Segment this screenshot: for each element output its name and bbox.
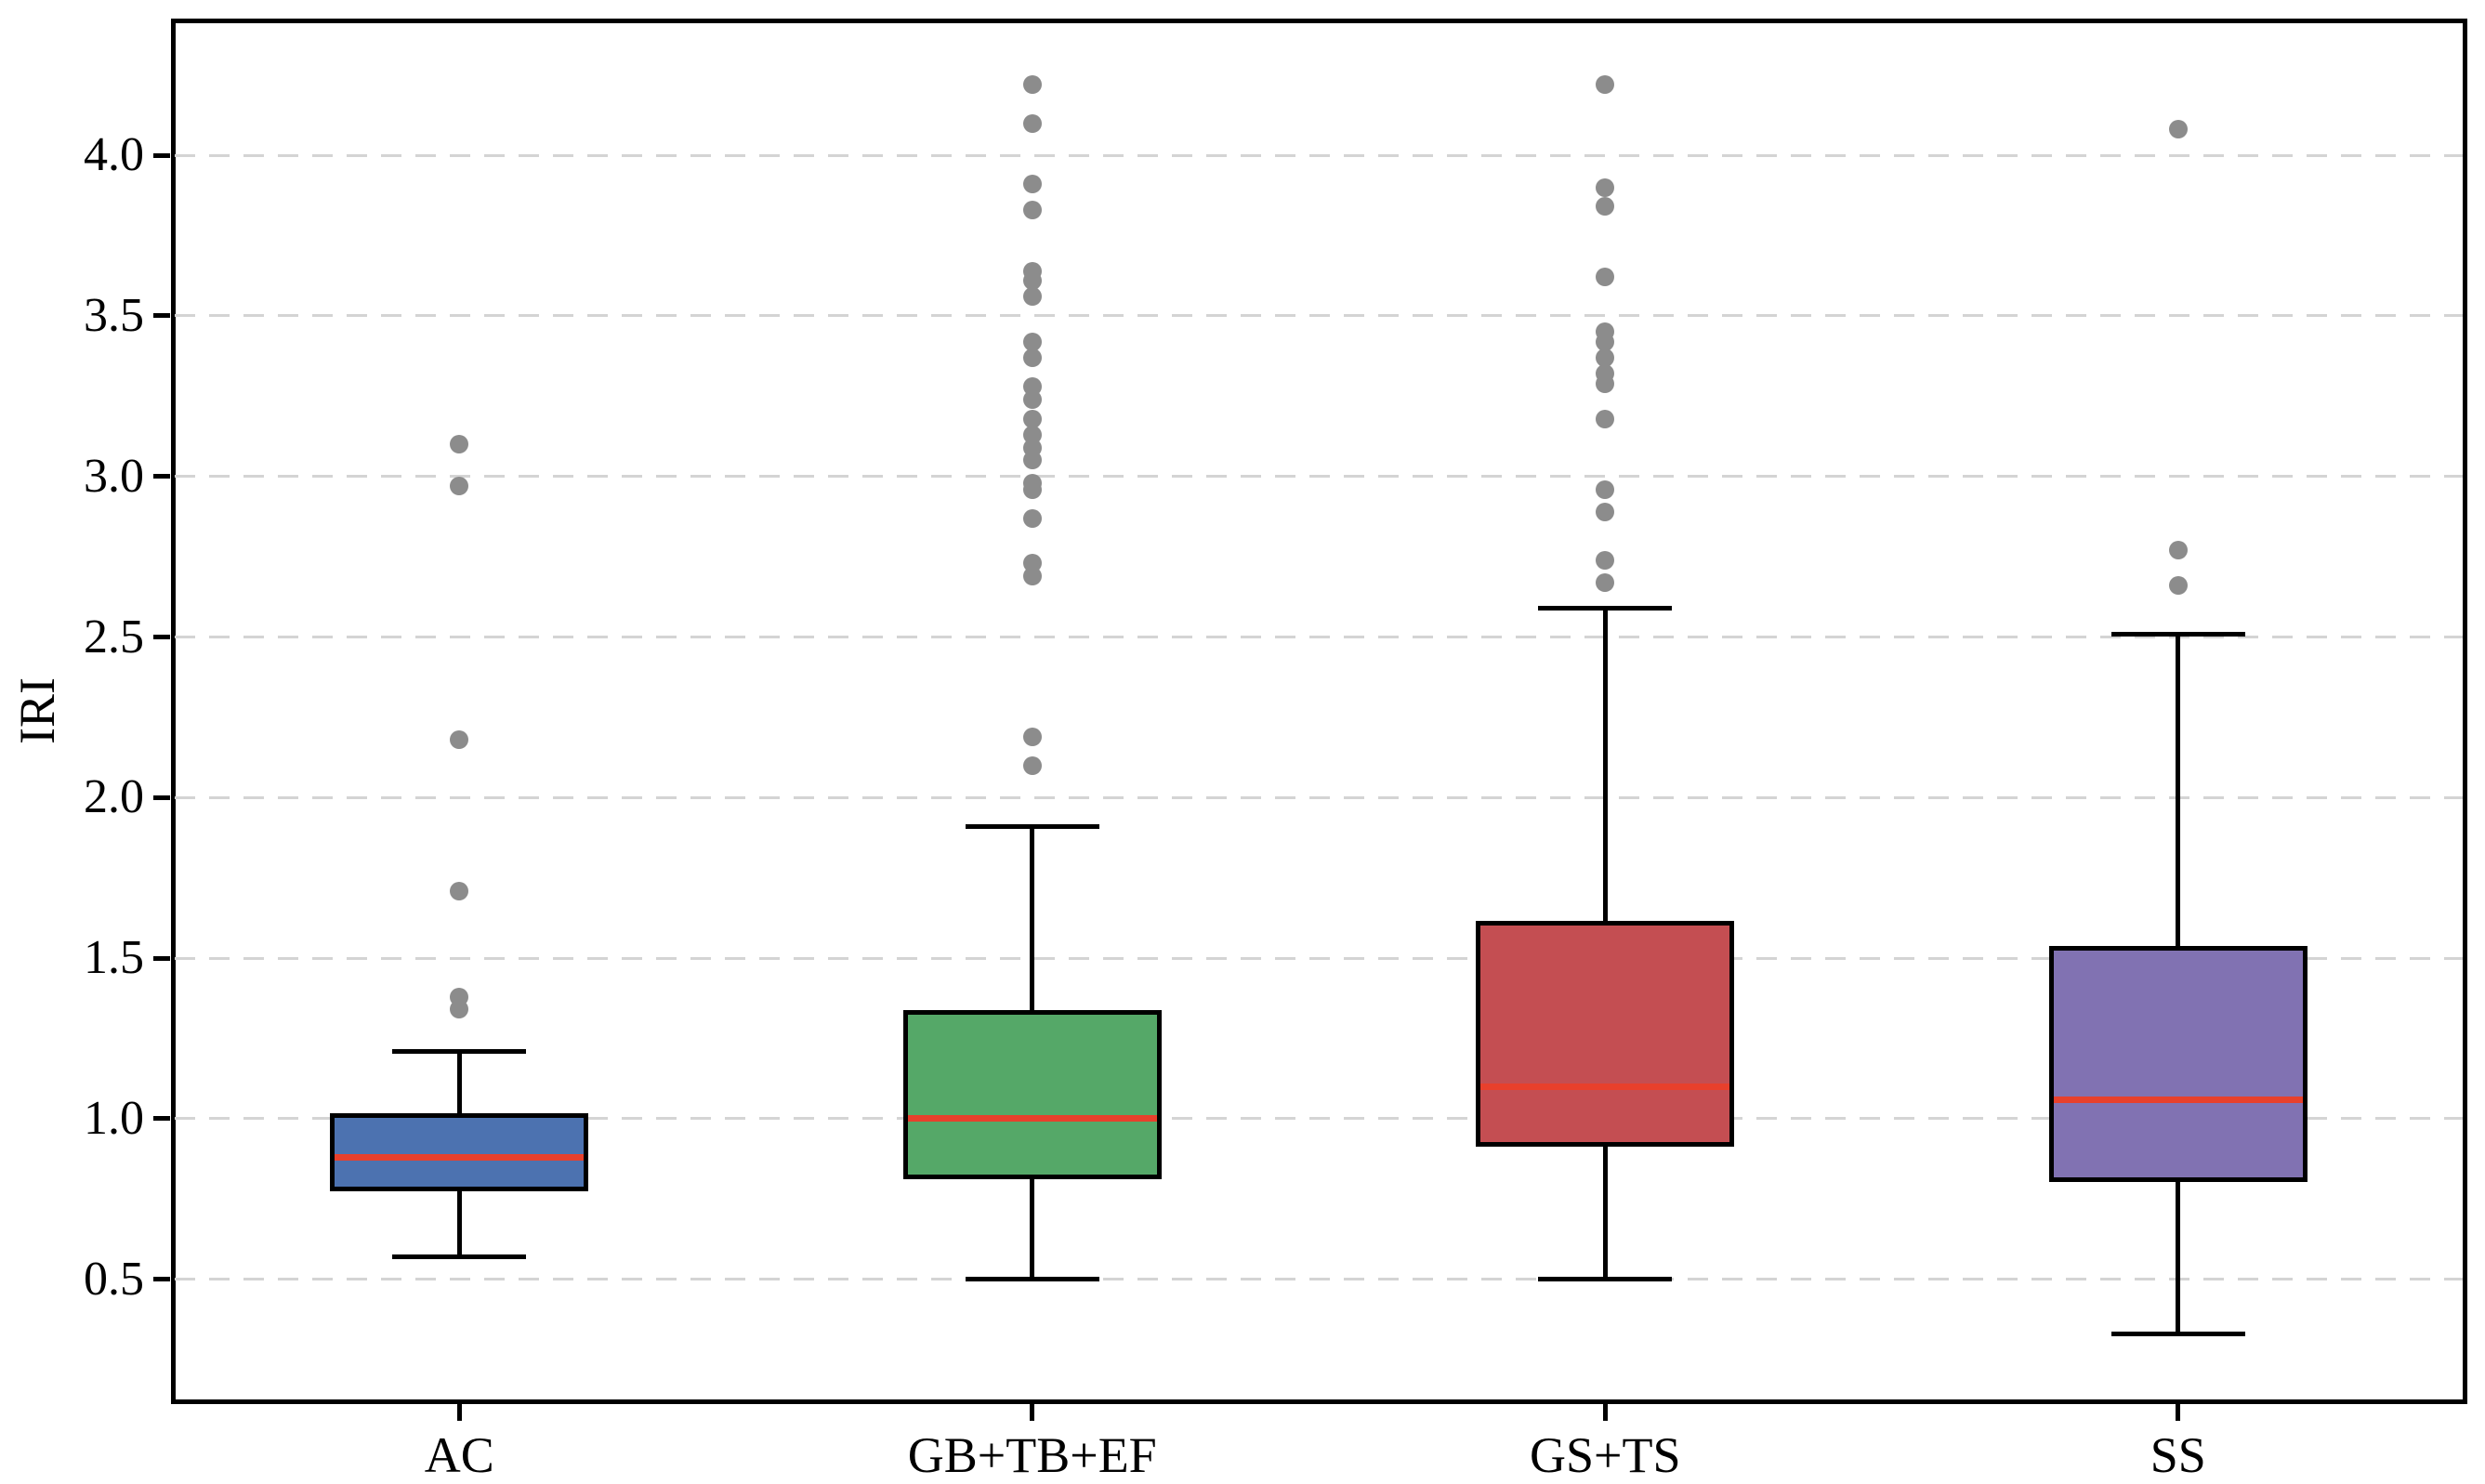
y-tick-label: 3.0 <box>84 449 144 503</box>
outlier-dot <box>1022 409 1042 428</box>
outlier-dot <box>1596 197 1615 217</box>
outlier-dot <box>1596 268 1615 287</box>
gridline <box>175 795 2463 799</box>
outlier-dot <box>1022 755 1042 775</box>
whisker-cap-bottom <box>392 1254 527 1259</box>
y-tick <box>153 795 170 800</box>
x-tick <box>2176 1403 2181 1421</box>
outlier-dot <box>450 477 469 496</box>
whisker-cap-top <box>392 1048 527 1054</box>
y-tick <box>153 152 170 158</box>
median-line <box>907 1115 1157 1123</box>
outlier-dot <box>1596 502 1615 521</box>
gridline <box>175 636 2463 639</box>
outlier-dot <box>1596 572 1615 592</box>
outlier-dot <box>1022 554 1042 573</box>
outlier-dot <box>1596 479 1615 499</box>
gridline <box>175 153 2463 157</box>
box <box>1476 920 1735 1148</box>
x-tick <box>456 1403 462 1421</box>
outlier-dot <box>1022 473 1042 492</box>
outlier-dot <box>450 987 469 1006</box>
whisker-cap-top <box>965 823 1099 829</box>
y-tick <box>153 635 170 640</box>
x-tick <box>1602 1403 1608 1421</box>
box <box>902 1010 1162 1179</box>
outlier-dot <box>1596 348 1615 367</box>
median-line <box>2053 1096 2303 1103</box>
outlier-dot <box>1022 376 1042 396</box>
y-tick <box>153 474 170 479</box>
outlier-dot <box>2168 576 2188 596</box>
outlier-dot <box>1022 200 1042 219</box>
y-tick-label: 1.0 <box>84 1091 144 1145</box>
y-tick-label: 2.5 <box>84 610 144 663</box>
median-line <box>1480 1083 1730 1090</box>
gridline <box>175 1278 2463 1281</box>
outlier-dot <box>1596 409 1615 428</box>
outlier-dot <box>1022 425 1042 444</box>
whisker-cap-top <box>2110 631 2245 637</box>
y-tick <box>153 955 170 961</box>
gridline <box>175 1117 2463 1121</box>
outlier-dot <box>1022 348 1042 367</box>
outlier-dot <box>1596 364 1615 384</box>
y-tick <box>153 1116 170 1122</box>
y-tick-label: 2.0 <box>84 770 144 824</box>
plot-area-frame <box>170 18 2467 1404</box>
outlier-dot <box>1022 287 1042 307</box>
y-tick-label: 3.5 <box>84 288 144 342</box>
y-tick <box>153 1277 170 1282</box>
outlier-dot <box>1022 508 1042 528</box>
outlier-dot <box>1596 177 1615 197</box>
gridline <box>175 314 2463 318</box>
whisker-cap-bottom <box>965 1277 1099 1282</box>
outlier-dot <box>1596 322 1615 342</box>
outlier-dot <box>450 881 469 900</box>
whisker-cap-bottom <box>2110 1331 2245 1336</box>
x-tick <box>1030 1403 1035 1421</box>
outlier-dot <box>1022 332 1042 351</box>
box <box>330 1112 589 1192</box>
outlier-dot <box>1022 113 1042 133</box>
y-tick <box>153 313 170 319</box>
x-tick-label: AC <box>424 1427 494 1483</box>
x-tick-label: GS+TS <box>1529 1427 1681 1483</box>
y-tick-label: 1.5 <box>84 931 144 985</box>
outlier-dot <box>450 435 469 454</box>
box <box>2048 946 2308 1183</box>
outlier-dot <box>450 730 469 750</box>
y-tick-label: 0.5 <box>84 1252 144 1306</box>
outlier-dot <box>1022 261 1042 281</box>
outlier-dot <box>1022 75 1042 95</box>
outlier-dot <box>1022 175 1042 194</box>
outlier-dot <box>1596 75 1615 95</box>
outlier-dot <box>2168 120 2188 139</box>
x-tick-label: SS <box>2150 1427 2206 1483</box>
x-tick-label: GB+TB+EF <box>907 1427 1157 1483</box>
median-line <box>335 1153 585 1161</box>
gridline <box>175 475 2463 479</box>
y-tick-label: 4.0 <box>84 128 144 182</box>
outlier-dot <box>1022 727 1042 746</box>
outlier-dot <box>1596 550 1615 570</box>
whisker-cap-bottom <box>1538 1277 1673 1282</box>
gridline <box>175 956 2463 960</box>
outlier-dot <box>2168 541 2188 560</box>
whisker-cap-top <box>1538 605 1673 611</box>
